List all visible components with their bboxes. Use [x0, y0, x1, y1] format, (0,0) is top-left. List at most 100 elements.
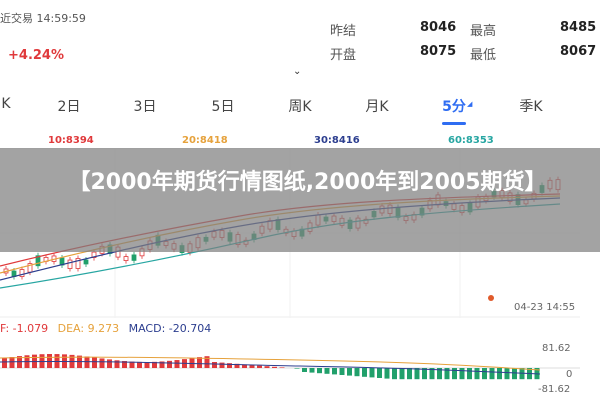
macd-bar — [159, 361, 165, 368]
macd-axis-zero: 0 — [566, 369, 573, 380]
change-percent: +4.24% — [8, 48, 64, 63]
moving-average-legend: 10:8394 20:8418 30:8416 60:8353 — [0, 133, 600, 149]
macd-bar — [482, 368, 487, 380]
macd-bar — [264, 366, 270, 368]
macd-bar — [219, 362, 225, 368]
macd-bar — [174, 360, 180, 368]
macd-bar — [407, 368, 412, 380]
macd-bar — [167, 360, 172, 368]
candle-body — [67, 259, 73, 269]
ma-30: 30:8416 — [314, 135, 360, 146]
macd-legend: F: -1.079 DEA: 9.273 MACD: -20.704 — [0, 322, 217, 335]
banner-title: 【2000年期货行情图纸,2000年到2005期货】 — [68, 170, 547, 195]
tab-caret-icon: ◢ — [467, 100, 473, 108]
macd-dif: F: -1.079 — [0, 322, 49, 335]
macd-bar — [512, 368, 517, 380]
macd-bar — [122, 361, 127, 368]
macd-dea: DEA: 9.273 — [57, 322, 120, 335]
macd-bar — [294, 368, 300, 369]
tab-3day[interactable]: 3日 — [133, 99, 157, 115]
macd-bar — [227, 363, 232, 368]
candle-body — [75, 258, 81, 269]
macd-bar — [504, 368, 510, 380]
open-label: 开盘 — [330, 48, 357, 63]
macd-bar — [497, 368, 502, 380]
prev-settle-label: 昨结 — [330, 24, 357, 39]
macd-bar — [234, 363, 240, 368]
chart-date-label: 04-23 14:55 — [514, 302, 576, 313]
macd-bar — [384, 368, 390, 379]
macd-bar — [137, 361, 142, 368]
macd-bar — [249, 365, 255, 368]
tab-quarter-k[interactable]: 季K — [519, 99, 543, 115]
macd-bar — [309, 368, 315, 373]
macd-bar — [354, 368, 360, 377]
macd-bar — [129, 361, 135, 368]
macd-bar — [92, 357, 97, 368]
macd-chart[interactable] — [0, 338, 580, 400]
macd-bar — [99, 358, 105, 368]
candle-body — [91, 251, 97, 259]
macd-value: MACD: -20.704 — [128, 322, 212, 335]
macd-bar — [272, 366, 277, 368]
period-tabs: K 2日 3日 5日 周K 月K 5分 季K — [0, 90, 600, 124]
chevron-down-icon[interactable]: ⌄ — [293, 66, 302, 77]
macd-bar — [332, 368, 337, 375]
macd-bar — [474, 368, 480, 380]
macd-bar — [459, 368, 465, 380]
macd-bar — [392, 368, 397, 380]
candle-body — [35, 255, 41, 267]
prev-settle-value: 8046 — [420, 20, 457, 35]
tab-2day[interactable]: 2日 — [57, 99, 81, 115]
tab-month-k[interactable]: 月K — [365, 99, 389, 115]
macd-bar — [452, 368, 457, 380]
macd-bar — [257, 365, 262, 368]
macd-bar — [152, 361, 157, 368]
macd-bar — [467, 368, 472, 380]
candle-body — [83, 259, 89, 265]
macd-bar — [422, 368, 427, 380]
macd-bar — [414, 368, 420, 380]
status-time: 近交易 14:59:59 — [0, 12, 86, 25]
macd-bar — [339, 368, 345, 375]
tab-5min[interactable]: 5分 — [442, 99, 466, 115]
low-value: 8067 — [560, 44, 597, 59]
high-label: 最高 — [470, 24, 497, 39]
macd-bar — [489, 368, 495, 380]
high-value: 8485 — [560, 20, 597, 35]
macd-bar — [399, 368, 405, 380]
macd-bar — [144, 361, 150, 368]
ma-20: 20:8418 — [182, 135, 228, 146]
ma-10: 10:8394 — [48, 135, 94, 146]
macd-bar — [324, 368, 330, 374]
macd-bar — [107, 359, 112, 368]
title-banner — [0, 148, 600, 252]
candle-body — [123, 256, 129, 261]
open-value: 8075 — [420, 44, 457, 59]
macd-axis-bottom: -81.62 — [538, 384, 571, 395]
macd-bar — [204, 356, 210, 368]
ma-60: 60:8353 — [448, 135, 494, 146]
macd-bar — [377, 368, 382, 378]
macd-bar — [362, 368, 367, 377]
candle-body — [131, 254, 137, 261]
candle-body — [19, 269, 25, 277]
macd-bar — [317, 368, 322, 374]
tab-k[interactable]: K — [1, 96, 11, 112]
macd-bar — [347, 368, 352, 376]
tab-5day[interactable]: 5日 — [211, 99, 235, 115]
macd-bar — [369, 368, 375, 378]
macd-bar — [9, 357, 15, 368]
quote-header: 近交易 14:59:59 +4.24% 昨结 8046 最高 8485 开盘 8… — [0, 0, 600, 88]
low-label: 最低 — [470, 48, 497, 63]
active-tab-indicator — [442, 122, 466, 125]
macd-axis-top: 81.62 — [542, 343, 571, 354]
macd-bar — [212, 362, 217, 368]
tab-week-k[interactable]: 周K — [288, 99, 312, 115]
macd-bar — [114, 360, 120, 368]
macd-bar — [279, 367, 285, 368]
macd-bar — [47, 354, 52, 368]
macd-bar — [302, 368, 307, 372]
macd-bar — [54, 354, 60, 368]
macd-bar — [437, 368, 442, 380]
